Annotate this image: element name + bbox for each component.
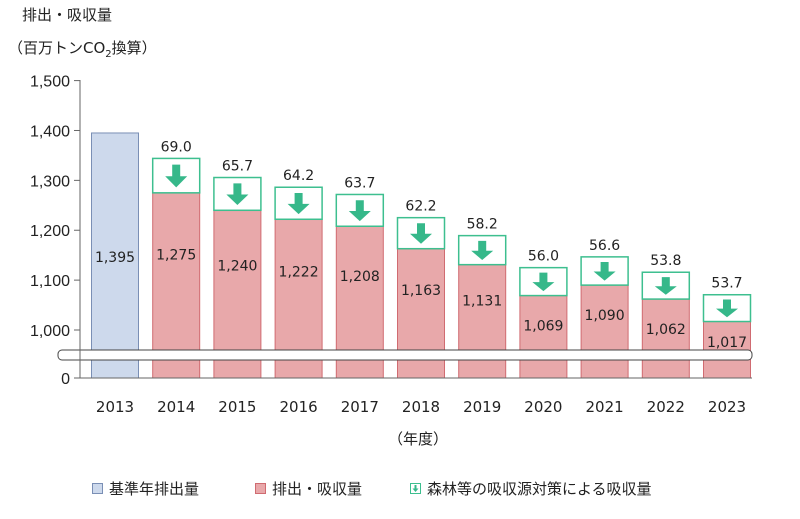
down-arrow-icon [287, 193, 310, 215]
absorption-value-label: 65.7 [222, 159, 253, 175]
legend-swatch-net [255, 483, 266, 494]
bar-value-label: 1,069 [523, 319, 563, 335]
y-tick-label: 0 [61, 371, 70, 388]
legend-arrow-icon [412, 485, 419, 492]
down-arrow-icon [348, 200, 371, 222]
x-tick-label: 2021 [586, 398, 624, 416]
net-emission-bar [641, 298, 690, 379]
legend-label-net: 排出・吸収量 [272, 480, 363, 498]
bar-value-label: 1,163 [401, 283, 441, 299]
x-tick-label: 2013 [96, 398, 134, 416]
legend: 基準年排出量 排出・吸収量 森林等の吸収源対策による吸収量 [0, 478, 800, 504]
absorption-value-label: 64.2 [283, 168, 314, 184]
y-tick-label: 1,300 [30, 173, 70, 190]
bar-value-label: 1,240 [217, 259, 257, 275]
x-tick-label: 2023 [708, 398, 746, 416]
x-tick-label: 2015 [218, 398, 256, 416]
absorption-value-label: 56.6 [589, 238, 620, 254]
y-tick-label: 1,400 [30, 123, 70, 140]
legend-label-forest: 森林等の吸収源対策による吸収量 [427, 480, 652, 498]
absorption-value-label: 69.0 [161, 139, 192, 155]
down-arrow-icon [654, 277, 677, 295]
x-tick-label: 2018 [402, 398, 440, 416]
x-tick-label: 2014 [157, 398, 195, 416]
bar-value-label: 1,275 [156, 247, 196, 263]
legend-swatch-forest [410, 483, 421, 494]
y-tick-label: 1,200 [30, 223, 70, 240]
bar-value-label: 1,090 [585, 308, 625, 324]
x-axis-title: （年度） [388, 430, 448, 448]
net-emission-bar [152, 192, 201, 379]
bar-value-label: 1,131 [462, 293, 502, 309]
down-arrow-icon [471, 240, 494, 261]
absorption-value-label: 53.8 [650, 253, 681, 269]
y-tick-label: 1,500 [30, 74, 70, 91]
y-tick-label: 1,100 [30, 273, 70, 290]
net-emission-bar [519, 295, 568, 379]
legend-item-net: 排出・吸収量 [255, 478, 362, 499]
x-tick-label: 2019 [463, 398, 501, 416]
down-arrow-icon [226, 183, 249, 206]
baseline-bar [91, 132, 139, 379]
bar-chart: 0 1,000 1,100 1,200 1,300 1,400 1,500 1,395 2013… [30, 74, 753, 448]
absorption-value-label: 62.2 [405, 199, 436, 215]
legend-swatch-baseline [92, 483, 103, 494]
bar-value-label: 1,222 [279, 264, 319, 280]
legend-item-forest: 森林等の吸収源対策による吸収量 [410, 478, 652, 499]
down-arrow-icon [410, 223, 432, 244]
net-emission-bar [458, 264, 507, 379]
net-emission-bar [580, 284, 629, 379]
y-tick-label: 1,000 [30, 323, 70, 340]
bar-value-label: 1,017 [707, 335, 747, 351]
chart-title: 排出・吸収量 [22, 6, 113, 24]
legend-label-baseline: 基準年排出量 [109, 480, 200, 498]
unit-suffix: 換算） [111, 39, 157, 57]
down-arrow-icon [593, 261, 616, 281]
down-arrow-icon [716, 299, 738, 318]
x-tick-label: 2022 [647, 398, 685, 416]
absorption-value-label: 58.2 [467, 217, 498, 233]
down-arrow-icon [165, 164, 188, 188]
bar-value-label: 1,395 [95, 250, 135, 266]
down-arrow-icon [532, 272, 555, 292]
x-tick-label: 2020 [524, 398, 562, 416]
absorption-value-label: 63.7 [344, 175, 375, 191]
bar-value-label: 1,208 [340, 269, 380, 285]
absorption-value-label: 53.7 [711, 276, 742, 292]
unit-subscript: 2 [105, 49, 112, 60]
absorption-value-label: 56.0 [528, 249, 559, 265]
bar-value-label: 1,062 [646, 322, 686, 338]
x-tick-label: 2017 [341, 398, 379, 416]
unit-prefix: （百万トンCO [8, 39, 106, 57]
x-tick-label: 2016 [280, 398, 318, 416]
legend-item-baseline: 基準年排出量 [92, 478, 199, 499]
axis-break-band [57, 349, 753, 361]
unit-label: （百万トンCO2換算） [8, 37, 157, 60]
